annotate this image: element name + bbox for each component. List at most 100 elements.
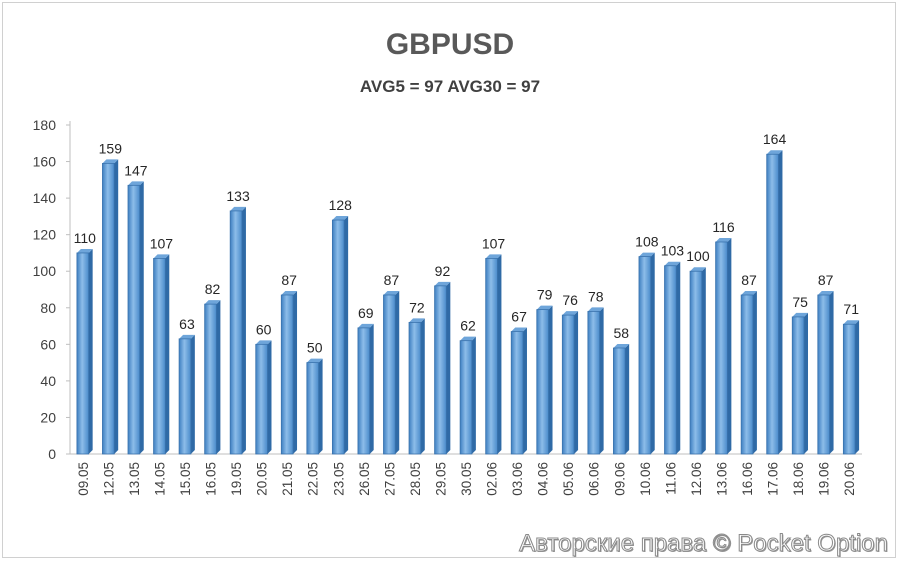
bar-side bbox=[650, 252, 655, 454]
bar bbox=[383, 294, 396, 455]
x-tick-label: 05.06 bbox=[561, 462, 576, 496]
bar-side bbox=[599, 307, 604, 454]
bar bbox=[204, 303, 217, 455]
data-label: 71 bbox=[843, 301, 859, 317]
x-tick-label: 09.06 bbox=[612, 462, 627, 496]
x-tick-label: 03.06 bbox=[510, 462, 525, 496]
bar-side bbox=[216, 300, 221, 454]
bar-top bbox=[638, 252, 655, 257]
bar bbox=[357, 327, 371, 455]
bar bbox=[255, 343, 268, 455]
x-tick-label: 27.05 bbox=[382, 462, 397, 496]
bar bbox=[842, 323, 856, 455]
data-label: 78 bbox=[588, 288, 604, 304]
bar-side bbox=[701, 267, 706, 454]
x-tick-label: 15.05 bbox=[178, 462, 193, 496]
bar-top bbox=[76, 248, 93, 253]
data-label: 79 bbox=[537, 287, 553, 303]
x-tick-label: 28.05 bbox=[408, 462, 423, 496]
y-tick-label: 180 bbox=[33, 117, 57, 133]
x-tick-label: 12.06 bbox=[689, 462, 704, 496]
bar-top bbox=[562, 311, 579, 316]
bar-top bbox=[741, 290, 757, 295]
data-label: 103 bbox=[661, 243, 685, 259]
bar-side bbox=[420, 318, 425, 454]
x-tick-label: 19.06 bbox=[817, 462, 832, 496]
data-label: 87 bbox=[741, 272, 757, 288]
bar-top bbox=[306, 358, 323, 363]
data-label: 116 bbox=[712, 219, 735, 235]
bar bbox=[459, 340, 473, 455]
x-tick-label: 13.05 bbox=[127, 462, 142, 496]
bar-top bbox=[587, 307, 604, 312]
bar bbox=[102, 162, 115, 455]
data-label: 62 bbox=[460, 318, 476, 334]
bar-side bbox=[778, 150, 783, 454]
data-label: 147 bbox=[124, 162, 148, 178]
bar-top bbox=[383, 290, 400, 295]
x-tick-label: 16.05 bbox=[204, 462, 219, 496]
bar-side bbox=[446, 281, 451, 454]
x-tick-label: 20.06 bbox=[842, 462, 857, 496]
data-label: 69 bbox=[358, 305, 374, 321]
bar-side bbox=[676, 261, 681, 454]
bar-top bbox=[409, 318, 425, 323]
x-tick-label: 22.05 bbox=[306, 462, 321, 496]
bar-side bbox=[727, 237, 732, 454]
data-label: 107 bbox=[482, 235, 506, 251]
bar-side bbox=[165, 254, 170, 454]
y-tick-label: 40 bbox=[40, 373, 56, 389]
bar-side bbox=[471, 336, 476, 454]
bar-side bbox=[88, 248, 93, 454]
bar bbox=[561, 314, 575, 455]
x-tick-label: 26.05 bbox=[357, 462, 372, 496]
bar bbox=[408, 321, 422, 455]
bar bbox=[485, 258, 498, 455]
bar-side bbox=[293, 290, 298, 454]
x-tick-label: 10.06 bbox=[638, 462, 653, 496]
bar-top bbox=[715, 237, 732, 242]
bar-side bbox=[829, 290, 834, 454]
bar-side bbox=[139, 181, 144, 455]
bar-side bbox=[625, 343, 630, 454]
y-tick-label: 80 bbox=[40, 300, 56, 316]
bar bbox=[791, 316, 805, 455]
data-label: 82 bbox=[205, 281, 221, 297]
data-label: 76 bbox=[562, 292, 578, 308]
bar-top bbox=[817, 290, 834, 295]
bar-side bbox=[369, 323, 374, 454]
bar-top bbox=[102, 159, 119, 164]
bar-top bbox=[434, 281, 451, 286]
x-tick-label: 19.05 bbox=[229, 462, 244, 496]
bar bbox=[153, 258, 166, 455]
bar-top bbox=[460, 336, 476, 341]
bar bbox=[664, 265, 677, 455]
bar-side bbox=[267, 340, 272, 454]
bar bbox=[766, 153, 779, 455]
bar-top bbox=[204, 300, 221, 305]
y-tick-label: 120 bbox=[33, 227, 57, 243]
x-tick-label: 02.06 bbox=[485, 462, 500, 496]
bar-top bbox=[511, 327, 527, 332]
bar bbox=[127, 184, 141, 455]
bar-side bbox=[114, 159, 119, 454]
data-label: 72 bbox=[409, 299, 425, 315]
bar-side bbox=[522, 327, 527, 454]
bar-top bbox=[153, 254, 170, 259]
x-tick-label: 12.05 bbox=[101, 462, 116, 496]
data-label: 108 bbox=[635, 234, 659, 250]
x-tick-label: 04.06 bbox=[536, 462, 551, 496]
bar-top bbox=[792, 312, 809, 317]
bar bbox=[178, 338, 192, 455]
bar-side bbox=[804, 312, 809, 454]
bar-top bbox=[613, 343, 630, 348]
bar bbox=[689, 270, 703, 455]
y-tick-label: 0 bbox=[48, 446, 56, 462]
bar-side bbox=[344, 216, 349, 454]
bar-top bbox=[179, 334, 195, 339]
data-label: 133 bbox=[226, 188, 250, 204]
x-tick-label: 16.06 bbox=[740, 462, 755, 496]
data-label: 159 bbox=[99, 140, 123, 156]
